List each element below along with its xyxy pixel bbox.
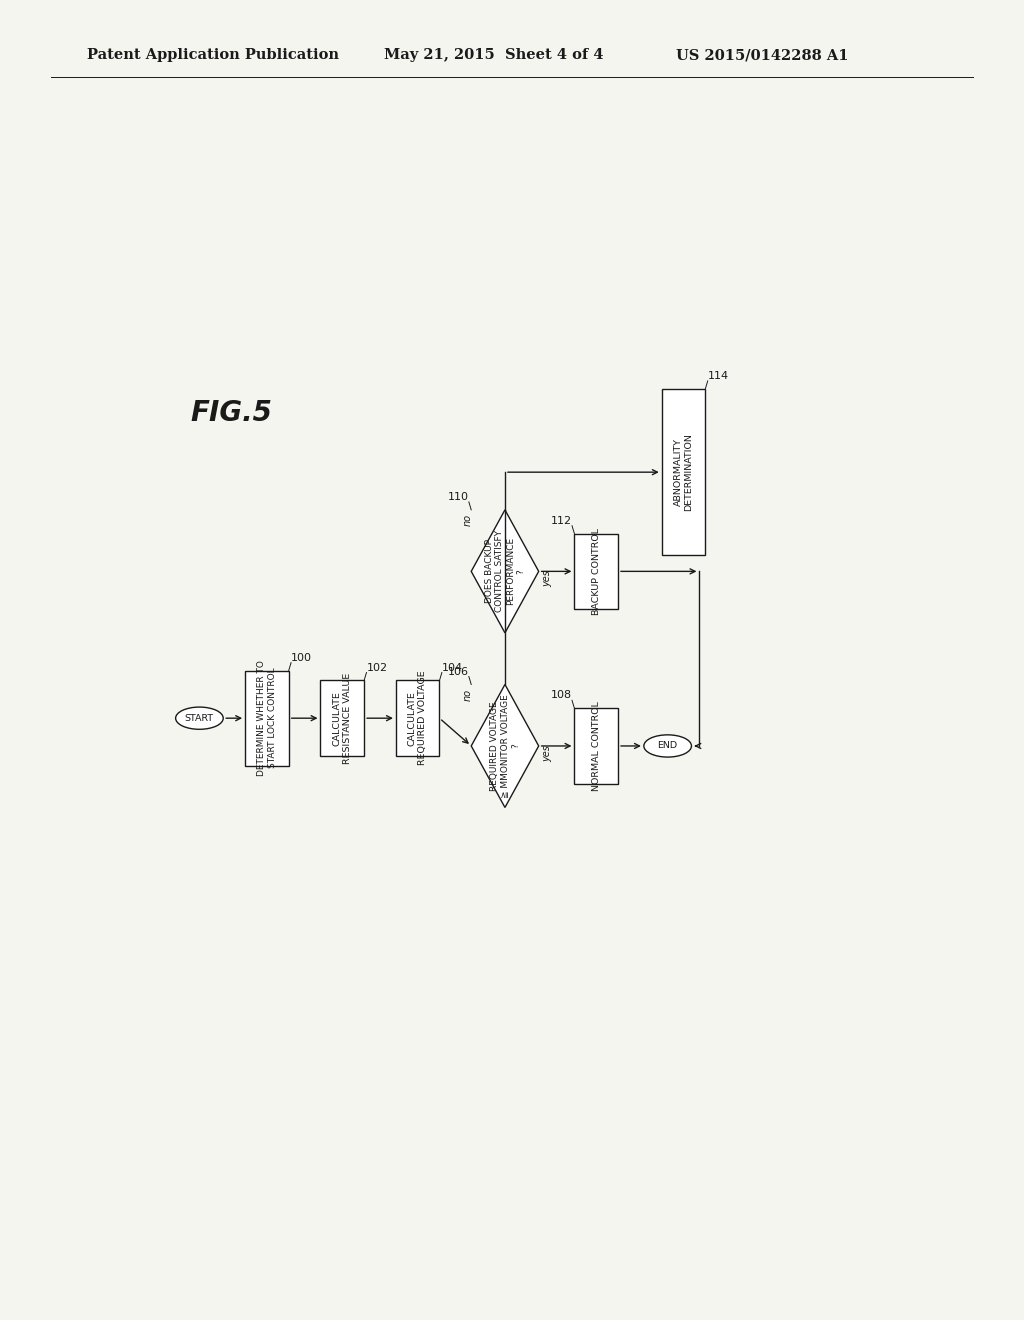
Text: 108: 108 — [551, 690, 572, 701]
Text: DETERMINE WHETHER TO
START LOCK CONTROL: DETERMINE WHETHER TO START LOCK CONTROL — [257, 660, 276, 776]
Text: no: no — [462, 689, 472, 701]
Text: no: no — [462, 513, 472, 525]
Text: yes: yes — [543, 570, 553, 587]
FancyBboxPatch shape — [574, 709, 618, 784]
Text: 106: 106 — [447, 667, 469, 677]
FancyBboxPatch shape — [396, 681, 439, 756]
Ellipse shape — [644, 735, 691, 758]
Text: yes: yes — [543, 744, 553, 762]
Polygon shape — [471, 510, 539, 632]
Text: NORMAL CONTROL: NORMAL CONTROL — [592, 701, 601, 791]
Text: REQUIRED VOLTAGE
≧ MMONITOR VOLTAGE
?: REQUIRED VOLTAGE ≧ MMONITOR VOLTAGE ? — [490, 694, 520, 797]
FancyBboxPatch shape — [321, 681, 365, 756]
Text: FIG.5: FIG.5 — [190, 399, 272, 426]
Text: 104: 104 — [442, 663, 463, 673]
Text: CALCULATE
RESISTANCE VALUE: CALCULATE RESISTANCE VALUE — [333, 673, 352, 764]
Text: 112: 112 — [551, 516, 572, 525]
Text: BACKUP CONTROL: BACKUP CONTROL — [592, 528, 601, 615]
Text: START: START — [185, 714, 214, 722]
Polygon shape — [471, 685, 539, 808]
FancyBboxPatch shape — [574, 533, 618, 609]
Ellipse shape — [176, 708, 223, 729]
FancyBboxPatch shape — [662, 389, 706, 556]
Text: 100: 100 — [291, 652, 312, 663]
Text: May 21, 2015  Sheet 4 of 4: May 21, 2015 Sheet 4 of 4 — [384, 49, 603, 62]
FancyBboxPatch shape — [245, 671, 289, 766]
Text: DOES BACKUP
CONTROL SATISFY
PERFORMANCE
?: DOES BACKUP CONTROL SATISFY PERFORMANCE … — [484, 531, 525, 612]
Text: ABNORMALITY
DETERMINATION: ABNORMALITY DETERMINATION — [674, 433, 693, 511]
Text: US 2015/0142288 A1: US 2015/0142288 A1 — [676, 49, 848, 62]
Text: END: END — [657, 742, 678, 751]
Text: CALCULATE
REQUIRED VOLTAGE: CALCULATE REQUIRED VOLTAGE — [408, 671, 427, 766]
Text: 102: 102 — [367, 663, 388, 673]
Text: 110: 110 — [447, 492, 469, 502]
Text: 114: 114 — [708, 371, 729, 381]
Text: Patent Application Publication: Patent Application Publication — [87, 49, 339, 62]
